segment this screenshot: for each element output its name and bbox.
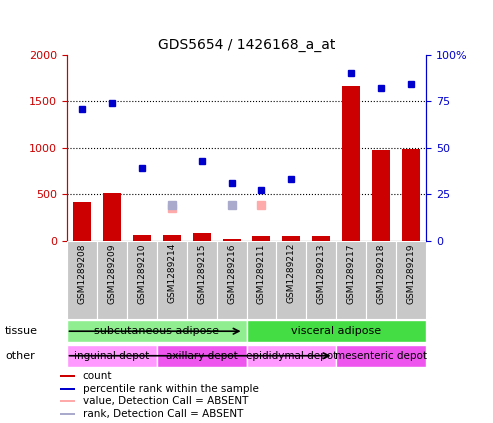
Text: rank, Detection Call = ABSENT: rank, Detection Call = ABSENT xyxy=(83,409,243,419)
FancyBboxPatch shape xyxy=(67,320,246,342)
FancyBboxPatch shape xyxy=(366,241,396,319)
Text: mesenteric depot: mesenteric depot xyxy=(335,351,427,361)
Text: percentile rank within the sample: percentile rank within the sample xyxy=(83,384,258,394)
Text: GSM1289208: GSM1289208 xyxy=(77,243,86,304)
Bar xyxy=(60,413,75,415)
FancyBboxPatch shape xyxy=(216,241,246,319)
Text: tissue: tissue xyxy=(5,326,38,336)
Bar xyxy=(163,235,180,241)
Bar xyxy=(282,236,301,241)
Text: inguinal depot: inguinal depot xyxy=(74,351,149,361)
Text: GSM1289210: GSM1289210 xyxy=(137,243,146,304)
Bar xyxy=(72,202,91,241)
FancyBboxPatch shape xyxy=(396,241,426,319)
Bar xyxy=(343,86,360,241)
Text: GSM1289218: GSM1289218 xyxy=(377,243,386,304)
FancyBboxPatch shape xyxy=(97,241,127,319)
FancyBboxPatch shape xyxy=(186,241,216,319)
FancyBboxPatch shape xyxy=(246,345,336,367)
Text: value, Detection Call = ABSENT: value, Detection Call = ABSENT xyxy=(83,396,248,406)
Bar xyxy=(60,400,75,402)
Title: GDS5654 / 1426168_a_at: GDS5654 / 1426168_a_at xyxy=(158,38,335,52)
Text: GSM1289212: GSM1289212 xyxy=(287,243,296,303)
Text: count: count xyxy=(83,371,112,381)
Text: GSM1289215: GSM1289215 xyxy=(197,243,206,304)
Text: epididymal depot: epididymal depot xyxy=(246,351,337,361)
Text: visceral adipose: visceral adipose xyxy=(291,326,382,336)
FancyBboxPatch shape xyxy=(67,241,97,319)
FancyBboxPatch shape xyxy=(246,241,277,319)
Text: subcutaneous adipose: subcutaneous adipose xyxy=(94,326,219,336)
Text: GSM1289214: GSM1289214 xyxy=(167,243,176,303)
FancyBboxPatch shape xyxy=(246,320,426,342)
Text: GSM1289213: GSM1289213 xyxy=(317,243,326,304)
Bar xyxy=(373,151,390,241)
Text: axillary depot: axillary depot xyxy=(166,351,238,361)
Text: GSM1289211: GSM1289211 xyxy=(257,243,266,304)
Bar xyxy=(133,235,150,241)
FancyBboxPatch shape xyxy=(157,241,186,319)
Bar xyxy=(222,239,241,241)
Text: GSM1289216: GSM1289216 xyxy=(227,243,236,304)
Bar xyxy=(402,148,421,241)
FancyBboxPatch shape xyxy=(157,345,246,367)
Text: GSM1289217: GSM1289217 xyxy=(347,243,356,304)
FancyBboxPatch shape xyxy=(307,241,336,319)
Bar xyxy=(192,233,211,241)
Bar xyxy=(313,236,330,241)
FancyBboxPatch shape xyxy=(336,345,426,367)
Text: GSM1289209: GSM1289209 xyxy=(107,243,116,304)
FancyBboxPatch shape xyxy=(67,345,157,367)
FancyBboxPatch shape xyxy=(127,241,157,319)
Text: other: other xyxy=(5,351,35,361)
Bar xyxy=(103,193,121,241)
FancyBboxPatch shape xyxy=(336,241,366,319)
Bar xyxy=(60,375,75,377)
FancyBboxPatch shape xyxy=(277,241,307,319)
Text: GSM1289219: GSM1289219 xyxy=(407,243,416,304)
Bar xyxy=(60,387,75,390)
Bar xyxy=(252,236,271,241)
